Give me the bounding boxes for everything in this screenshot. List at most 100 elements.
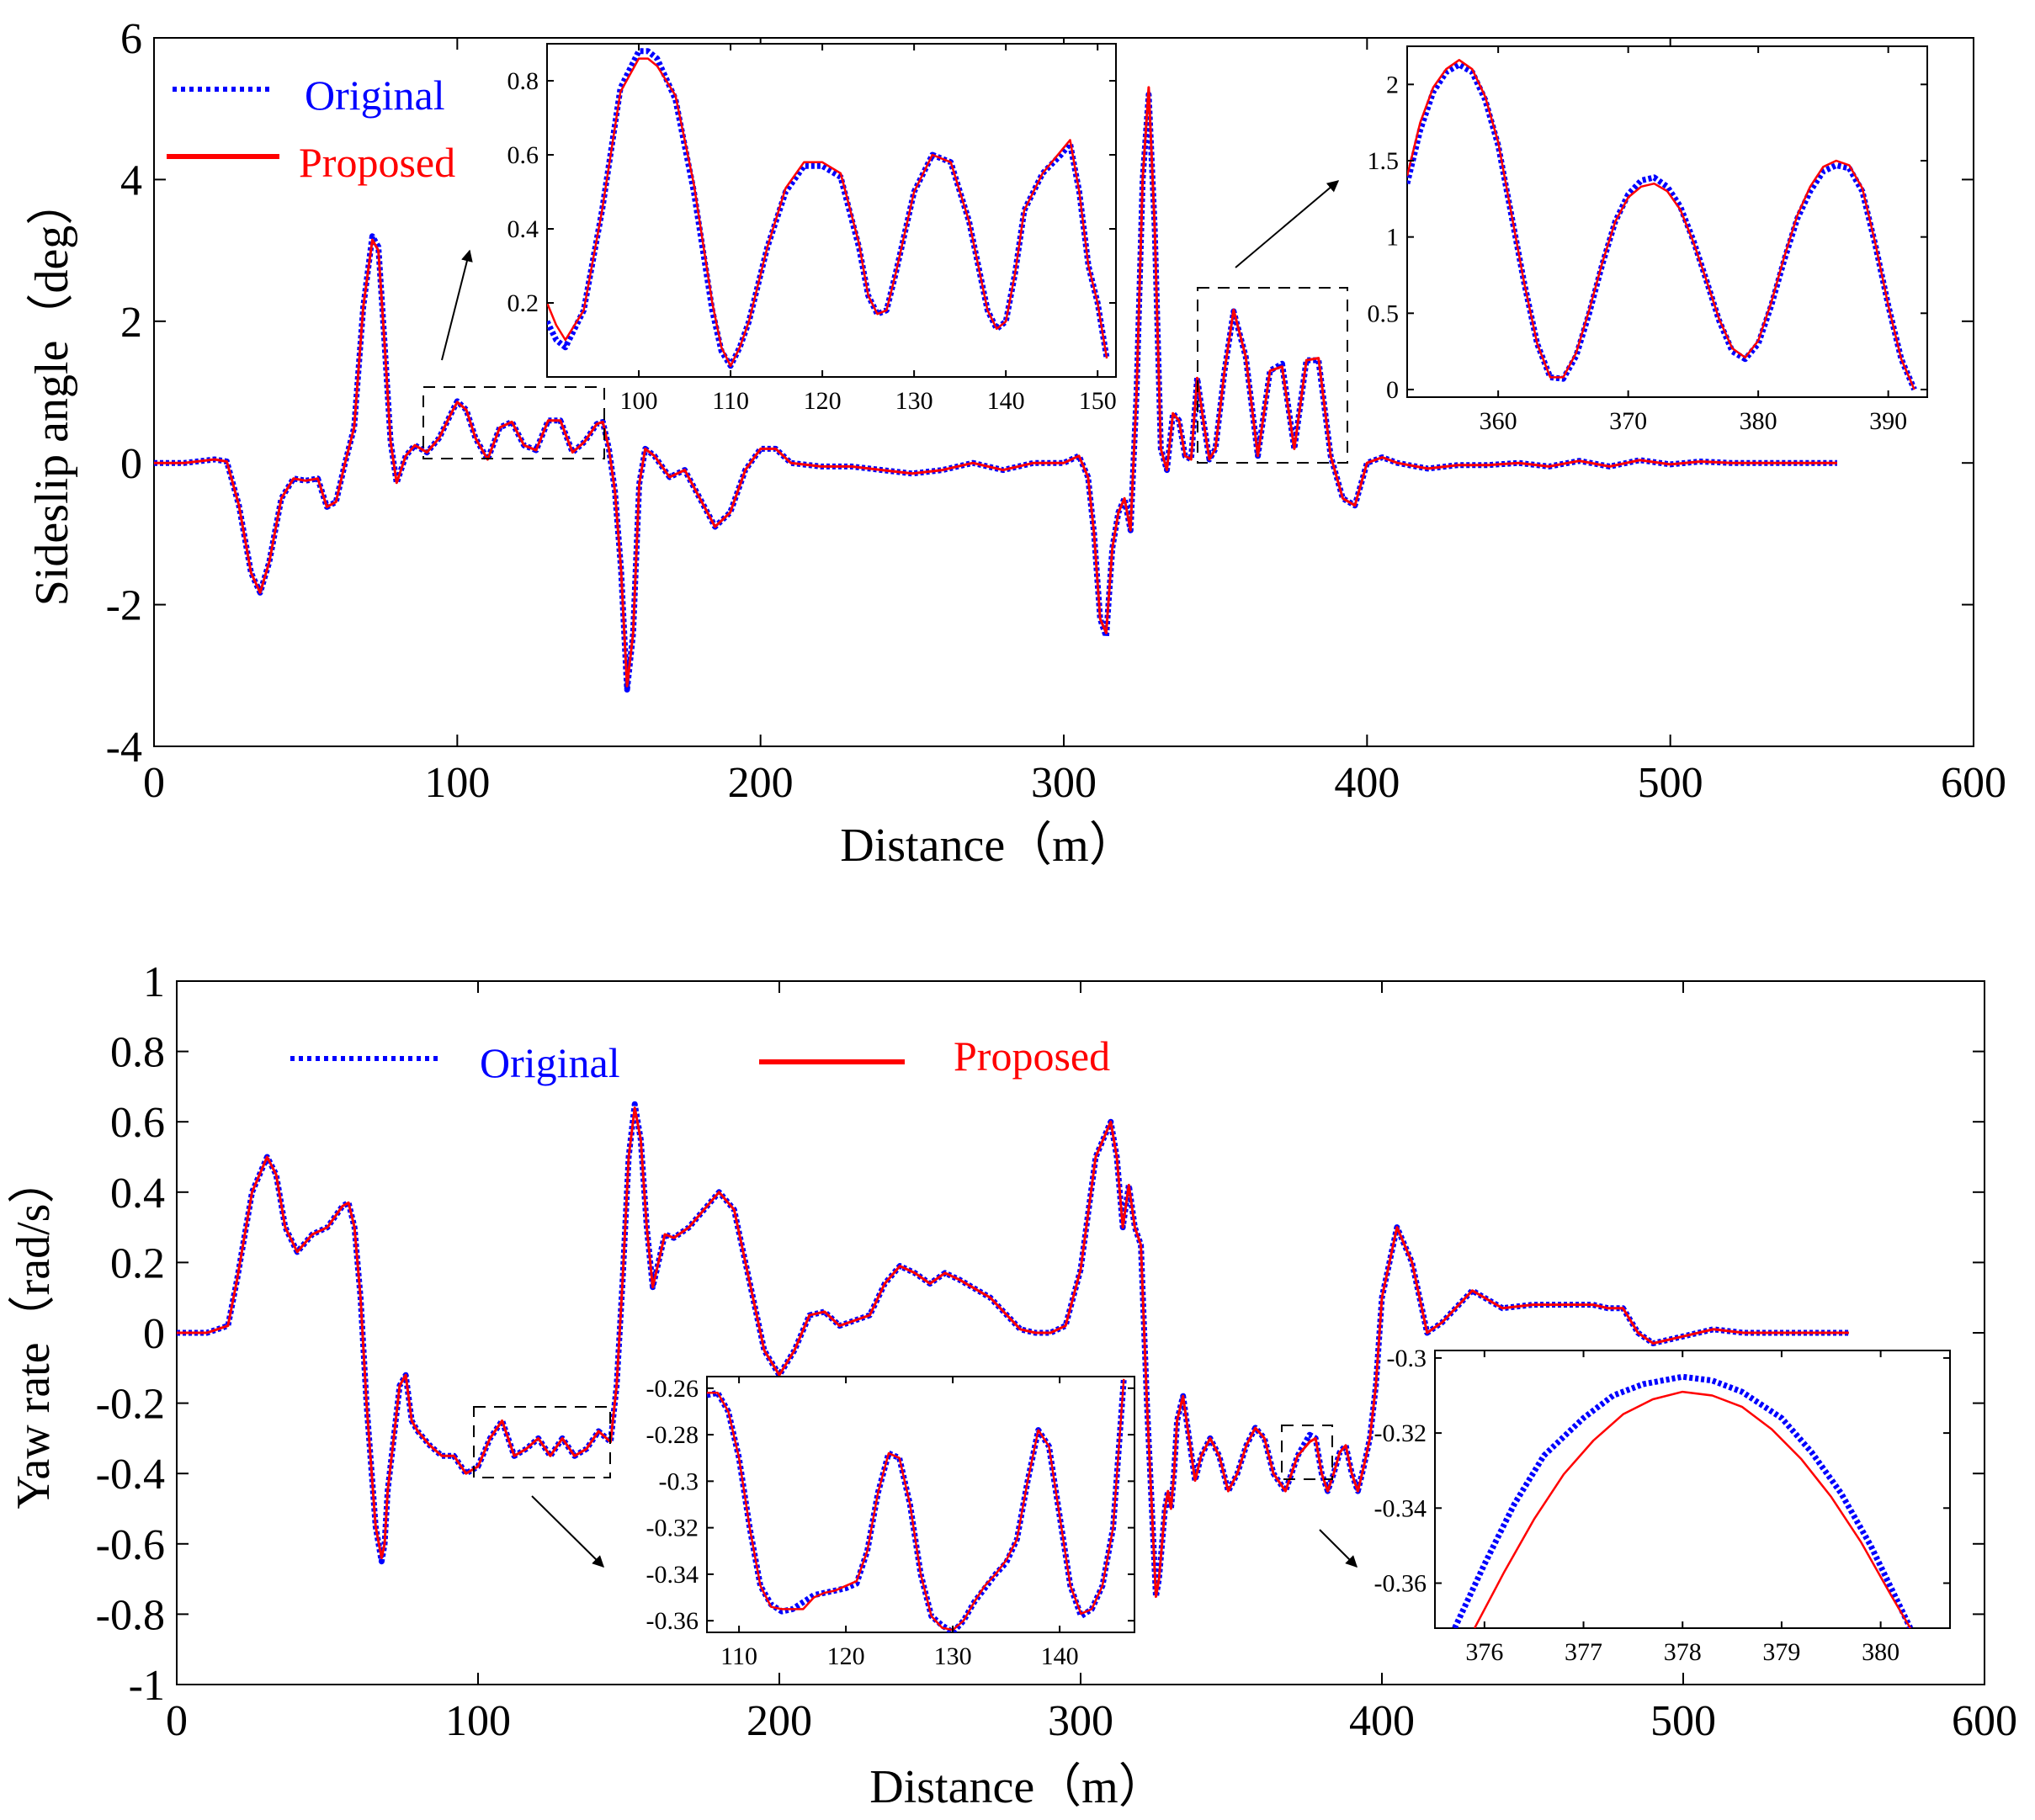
- series-line-proposed: [547, 57, 1108, 368]
- yaw-x-tick-label: 600: [1952, 1697, 2017, 1745]
- sideslip-inset-2-y-tick-label: 1: [1386, 224, 1399, 252]
- sideslip-x-tick-label: 300: [1031, 759, 1097, 807]
- sideslip-inset-1-x-tick-label: 110: [712, 387, 749, 415]
- legend-proposed-label: Proposed: [299, 139, 455, 186]
- yaw-inset-2-x-tick-label: 377: [1565, 1638, 1602, 1666]
- yaw-inset-1-series: [707, 1378, 1127, 1632]
- yaw-zoom-box-2: [1281, 1425, 1333, 1480]
- sideslip-x-tick-label: 500: [1638, 759, 1703, 807]
- yaw-inset-1-x-tick-label: 110: [720, 1642, 757, 1670]
- sideslip-y-tick-label: 0: [120, 440, 142, 488]
- sideslip-inset-2-x-tick-label: 380: [1740, 407, 1777, 435]
- sideslip-zoom-box-2: [1197, 287, 1348, 464]
- series-line-proposed: [177, 1106, 1849, 1598]
- yaw-x-axis-title: Distance（m）: [869, 1761, 1165, 1813]
- yaw-inset-1-y-tick-label: -0.26: [646, 1375, 699, 1403]
- yaw-inset-1-y-tick-label: -0.34: [646, 1561, 699, 1589]
- yaw-inset-1-y-tick-label: -0.3: [659, 1467, 699, 1495]
- sideslip-inset-2-y-tick-label: 0: [1386, 376, 1399, 404]
- sideslip-inset-2-series: [1407, 59, 1917, 391]
- sideslip-inset-1-y-tick-label: 0.2: [507, 289, 539, 317]
- sideslip-y-axis-title: Sideslip angle（deg）: [26, 178, 78, 607]
- sideslip-x-tick-label: 0: [143, 759, 165, 807]
- series-line-original: [1452, 1373, 1914, 1628]
- series-line-proposed: [1473, 1390, 1911, 1628]
- yaw-y-tick-label: -0.6: [96, 1521, 165, 1569]
- yaw-legend: Original Proposed: [290, 1032, 1110, 1086]
- sideslip-inset-1-x-tick-label: 100: [620, 387, 658, 415]
- sideslip-x-tick-label: 100: [424, 759, 490, 807]
- sideslip-y-tick-label: 6: [120, 15, 142, 63]
- legend-original-label: Original: [305, 72, 445, 119]
- yaw-zoom-arrow-2: [1319, 1529, 1358, 1568]
- sideslip-zoom-arrow-1: [441, 249, 473, 361]
- yaw-inset-1-x-tick-label: 140: [1041, 1642, 1079, 1670]
- yaw-inset-2-y-tick-label: -0.36: [1374, 1569, 1427, 1597]
- sideslip-inset-1-x-tick-label: 140: [987, 387, 1025, 415]
- yaw-y-tick-label: 0.6: [110, 1099, 165, 1147]
- yaw-y-tick-label: -0.8: [96, 1591, 165, 1639]
- sideslip-series: [154, 86, 1837, 693]
- yaw-inset-2-x-tick-label: 378: [1664, 1638, 1702, 1666]
- sideslip-inset-2-y-tick-label: 1.5: [1368, 147, 1400, 175]
- yaw-y-tick-label: -1: [129, 1662, 165, 1710]
- series-line-proposed: [1407, 59, 1915, 390]
- yaw-x-tick-label: 500: [1650, 1697, 1716, 1745]
- yaw-inset-2-series: [1452, 1373, 1914, 1628]
- yaw-inset-2-x-tick-label: 380: [1862, 1638, 1900, 1666]
- sideslip-inset-1: 100 110 120 130 140 150 0.2 0.4 0.6 0.8: [507, 43, 1117, 415]
- yaw-inset-2: 376 377 378 379 380 -0.3 -0.32 -0.34 -0.36: [1374, 1345, 1951, 1666]
- series-line-proposed: [154, 86, 1837, 687]
- sideslip-ticks: 0 100 200 300 400 500 600 -4 -2 0 2 4 6: [106, 15, 2006, 807]
- yaw-x-tick-label: 0: [166, 1697, 188, 1745]
- yaw-y-tick-label: 1: [143, 958, 165, 1006]
- yaw-y-tick-label: -0.2: [96, 1381, 165, 1429]
- yaw-zoom-arrow-1: [531, 1495, 604, 1568]
- yaw-inset-1-frame: [706, 1376, 1135, 1633]
- yaw-x-tick-label: 200: [747, 1697, 812, 1745]
- yaw-series: [177, 1101, 1849, 1600]
- yaw-y-tick-label: 0.8: [110, 1029, 165, 1077]
- yaw-inset-2-y-tick-label: -0.34: [1374, 1494, 1427, 1522]
- sideslip-x-tick-label: 600: [1941, 759, 2006, 807]
- sideslip-inset-1-x-tick-label: 120: [804, 387, 842, 415]
- yaw-ticks: 0 100 200 300 400 500 600 -1 -0.8 -0.6 -0.4 -0.2 0 0.…: [96, 958, 2017, 1745]
- yaw-y-tick-label: 0.2: [110, 1239, 165, 1287]
- yaw-inset-2-x-tick-label: 376: [1465, 1638, 1503, 1666]
- sideslip-inset-1-x-tick-label: 150: [1079, 387, 1117, 415]
- sideslip-zoom-box-1: [422, 386, 605, 459]
- yaw-rate-chart: 0 100 200 300 400 500 600 -1 -0.8 -0.6 -0.4 -0.2 0 0.…: [8, 958, 2017, 1813]
- sideslip-inset-1-series: [547, 48, 1110, 369]
- sideslip-inset-2-x-tick-label: 360: [1480, 407, 1517, 435]
- sideslip-y-tick-label: 2: [120, 299, 142, 347]
- yaw-inset-1-y-tick-label: -0.32: [646, 1515, 699, 1542]
- yaw-inset-2-x-tick-label: 379: [1762, 1638, 1800, 1666]
- yaw-inset-1: 110 120 130 140 -0.26 -0.28 -0.3 -0.32 -0.34 -0.3…: [646, 1375, 1135, 1670]
- sideslip-inset-1-y-tick-label: 0.8: [507, 67, 539, 95]
- sideslip-inset-2-x-tick-label: 370: [1609, 407, 1647, 435]
- sideslip-zoom-arrow-2: [1235, 180, 1340, 268]
- sideslip-x-tick-label: 400: [1334, 759, 1400, 807]
- yaw-inset-2-y-tick-label: -0.32: [1374, 1419, 1427, 1447]
- sideslip-inset-2-y-tick-label: 2: [1386, 71, 1399, 98]
- yaw-inset-1-y-tick-label: -0.28: [646, 1421, 699, 1449]
- sideslip-inset-2-frame: [1406, 45, 1928, 398]
- sideslip-y-tick-label: -2: [106, 582, 142, 630]
- yaw-inset-2-y-tick-label: -0.3: [1387, 1345, 1427, 1372]
- yaw-inset-1-x-tick-label: 130: [934, 1642, 972, 1670]
- sideslip-inset-1-frame: [546, 43, 1117, 378]
- yaw-y-tick-label: 0: [143, 1310, 165, 1358]
- sideslip-inset-2-x-tick-label: 390: [1869, 407, 1907, 435]
- legend-original-label: Original: [480, 1039, 620, 1086]
- yaw-inset-1-y-tick-label: -0.36: [646, 1607, 699, 1635]
- series-line-proposed: [707, 1378, 1125, 1632]
- yaw-inset-1-x-tick-label: 120: [827, 1642, 865, 1670]
- sideslip-y-tick-label: -4: [106, 724, 142, 772]
- sideslip-inset-1-x-tick-label: 130: [895, 387, 933, 415]
- sideslip-x-tick-label: 200: [728, 759, 794, 807]
- sideslip-y-tick-label: 4: [120, 157, 142, 204]
- yaw-y-tick-label: 0.4: [110, 1170, 165, 1218]
- sideslip-inset-1-y-tick-label: 0.6: [507, 141, 539, 169]
